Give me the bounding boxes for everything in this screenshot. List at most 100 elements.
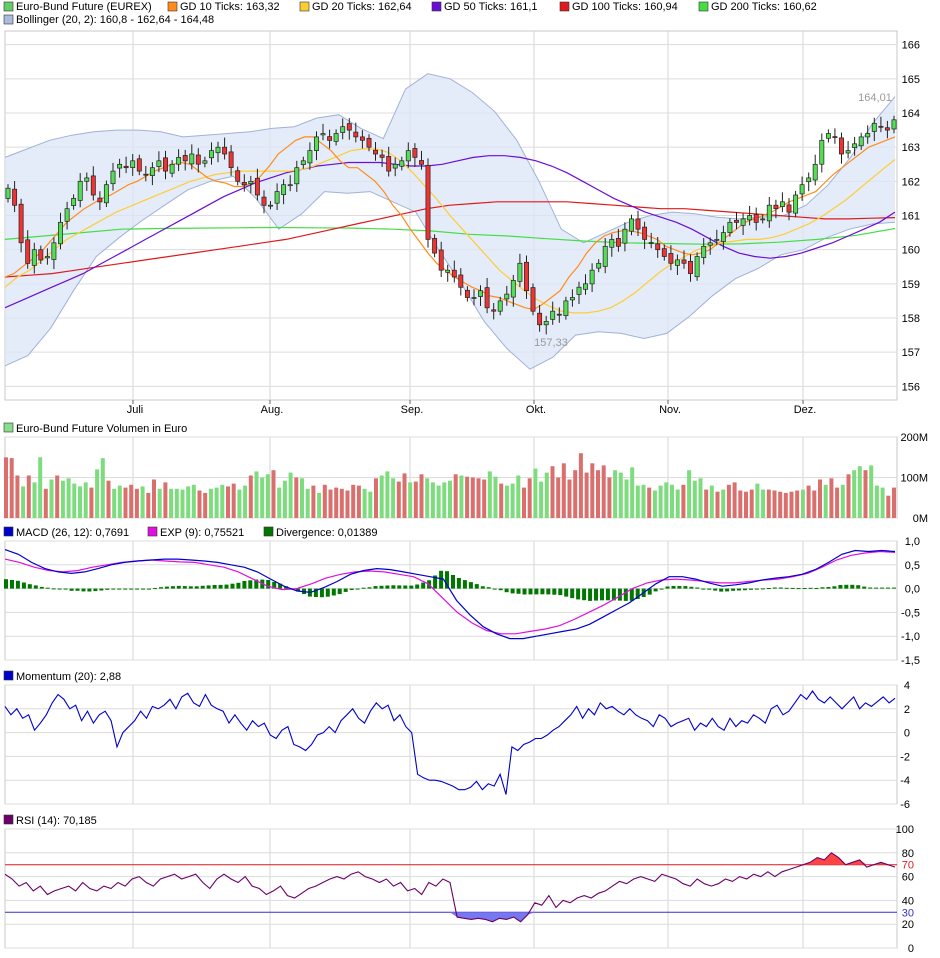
- candle-body: [202, 160, 208, 164]
- candle-body: [451, 269, 457, 278]
- volume-bar: [499, 483, 504, 518]
- candle-body: [38, 249, 44, 261]
- candle-body: [884, 127, 890, 131]
- candle-body: [195, 154, 201, 165]
- volume-bar: [596, 470, 600, 518]
- volume-bar: [248, 475, 253, 518]
- x-tick-label: Okt.: [526, 404, 546, 416]
- legend-label: GD 20 Ticks: 162,64: [312, 1, 412, 13]
- volume-bar: [892, 487, 896, 518]
- macd-divergence-bar: [611, 588, 616, 601]
- candle-body: [819, 139, 825, 165]
- volume-bar: [254, 471, 259, 518]
- macd-divergence-bar: [588, 588, 593, 601]
- bollinger-lower-line: [4, 175, 896, 370]
- candle-body: [412, 148, 418, 158]
- macd-frame: [4, 540, 898, 661]
- macd-divergence-bar: [868, 587, 873, 589]
- momentum-line: [4, 690, 896, 795]
- macd-divergence-bar: [772, 587, 777, 589]
- macd-divergence-bar: [844, 584, 849, 589]
- volume-bar: [157, 488, 162, 518]
- candle-body: [845, 150, 851, 154]
- candle-body: [668, 253, 674, 264]
- x-tick-label: Juli: [127, 404, 144, 416]
- volume-bar: [448, 480, 452, 518]
- rsi-y-tick-label: 80: [902, 848, 914, 860]
- legend-swatch: [299, 1, 310, 12]
- candle-body: [806, 177, 812, 183]
- momentum-panel: 4 2 0 -2 -4 -6: [4, 680, 910, 811]
- macd-divergence-bar: [754, 588, 759, 590]
- candle-body: [314, 136, 319, 151]
- legend-item-gd50: GD 50 Ticks: 161,1: [431, 1, 538, 13]
- legend-item-bollinger: Bollinger (20, 2): 160,8 - 162,64 - 164,…: [3, 14, 214, 26]
- candle-body: [688, 260, 693, 274]
- price-y-tick-label: 161: [902, 211, 920, 223]
- candle-body: [786, 204, 792, 213]
- volume-bar: [277, 487, 282, 518]
- volume-bar: [186, 486, 191, 518]
- macd-divergence-bar: [862, 586, 867, 589]
- candle-body: [117, 163, 123, 169]
- candle-body: [222, 146, 228, 155]
- volume-bar: [550, 466, 555, 518]
- macd-legend-label: MACD (26, 12): 0,7691: [16, 527, 129, 539]
- macd-divergence-bar: [826, 587, 831, 589]
- candle-body: [609, 239, 615, 248]
- candle-body: [71, 198, 77, 206]
- volume-bar: [21, 486, 26, 518]
- candle-body: [18, 203, 24, 244]
- volume-bar: [800, 489, 805, 518]
- macd-divergence-bar: [677, 586, 682, 589]
- volume-bar: [533, 468, 538, 518]
- volume-bar: [766, 489, 771, 518]
- volume-bar: [778, 491, 783, 518]
- volume-bar: [863, 470, 868, 518]
- macd-divergence-bar: [480, 586, 485, 589]
- macd-divergence-bar: [69, 588, 74, 591]
- volume-bar: [584, 472, 589, 518]
- volume-bar: [117, 485, 122, 518]
- candle-body: [58, 221, 63, 245]
- price-y-tick-label: 163: [902, 142, 920, 154]
- macd-divergence-bar: [39, 586, 44, 589]
- macd-divergence-bar: [731, 588, 736, 591]
- volume-bar: [288, 472, 293, 518]
- volume-bar: [487, 471, 492, 518]
- candle-body: [123, 165, 129, 169]
- macd-divergence-bar: [492, 588, 497, 590]
- macd-divergence-bar: [582, 588, 587, 601]
- x-tick-label: Nov.: [659, 404, 681, 416]
- legend-swatch: [559, 1, 570, 12]
- macd-divergence-bar: [874, 587, 879, 589]
- macd-divergence-bar: [45, 587, 50, 589]
- volume-bar: [812, 490, 817, 518]
- macd-divergence-bar: [230, 583, 235, 589]
- macd-legend: MACD (26, 12): 0,7691 EXP (9): 0,75521 D…: [3, 526, 378, 539]
- candle-body: [458, 274, 464, 288]
- volume-y-tick-label: 0M: [913, 513, 928, 525]
- volume-bar: [539, 481, 544, 518]
- macd-divergence-bar: [886, 587, 890, 589]
- macd-divergence-bar: [170, 586, 175, 589]
- legend-row-1: Euro-Bund Future (EUREX) GD 10 Ticks: 16…: [3, 1, 817, 13]
- candle-body: [497, 300, 503, 312]
- macd-divergence-bar: [600, 588, 604, 601]
- volume-bar: [385, 471, 390, 518]
- macd-divergence-bar: [188, 586, 193, 589]
- macd-divergence-bar: [445, 571, 449, 589]
- macd-y-tick-label: -1,0: [901, 631, 920, 643]
- candle-body: [392, 163, 398, 169]
- rsi-y-tick-label: 40: [902, 895, 914, 907]
- volume-bar: [123, 487, 128, 518]
- candle-body: [615, 238, 621, 247]
- legend-label: GD 100 Ticks: 160,94: [572, 1, 678, 13]
- volume-bar: [72, 483, 77, 518]
- volume-bar: [493, 476, 498, 518]
- macd-divergence-bar: [462, 580, 467, 589]
- macd-divergence-bar: [194, 586, 199, 589]
- macd-divergence-bar: [671, 586, 676, 589]
- gd100-line: [4, 201, 896, 278]
- volume-bar: [112, 488, 117, 518]
